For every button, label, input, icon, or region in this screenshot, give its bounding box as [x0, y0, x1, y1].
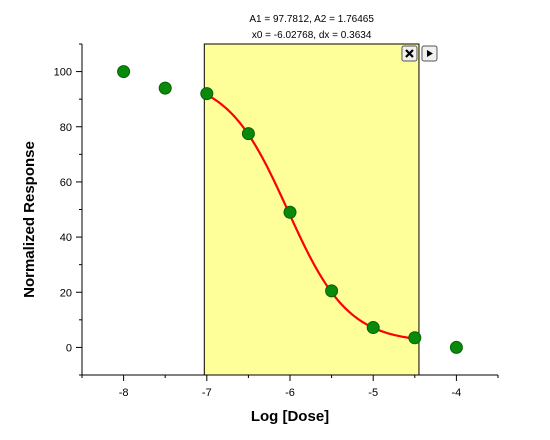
close-fit-button[interactable]: [401, 45, 418, 62]
y-tick-label: 60: [60, 177, 72, 189]
data-point: [241, 127, 255, 141]
x-tick-label: -8: [119, 387, 129, 399]
x-axis-title: Log [Dose]: [251, 408, 329, 425]
y-tick-label: 40: [60, 232, 72, 244]
data-point: [366, 321, 380, 335]
fit-range-region[interactable]: [203, 43, 420, 376]
x-tick-label: -5: [368, 387, 378, 399]
play-arrow-icon: [426, 50, 433, 57]
fit-curve: [206, 93, 415, 340]
y-axis-title: Normalized Response: [21, 141, 38, 298]
data-point: [200, 87, 214, 101]
y-tick-label: 20: [60, 287, 72, 299]
fit-params-line-1: A1 = 97.7812, A2 = 1.76465: [249, 14, 374, 25]
data-points: [117, 65, 463, 354]
y-tick-label: 80: [60, 122, 72, 134]
y-tick-label: 0: [66, 342, 72, 354]
data-point: [158, 81, 172, 95]
data-point: [325, 284, 339, 298]
data-point: [408, 331, 422, 345]
expand-menu-button[interactable]: [421, 45, 438, 62]
x-tick-label: -4: [452, 387, 462, 399]
x-tick-label: -6: [285, 387, 295, 399]
fit-params-line-2: x0 = -6.02768, dx = 0.3634: [252, 30, 372, 41]
close-icon: [405, 49, 414, 58]
data-point: [449, 340, 463, 354]
x-axis-ticks: -8 -7 -6 -5 -4: [81, 375, 499, 399]
y-tick-label: 100: [54, 67, 72, 79]
data-point: [283, 205, 297, 219]
data-point: [117, 65, 131, 79]
y-axis-ticks: 0 20 40 60 80 100: [54, 43, 82, 376]
x-tick-label: -7: [202, 387, 212, 399]
